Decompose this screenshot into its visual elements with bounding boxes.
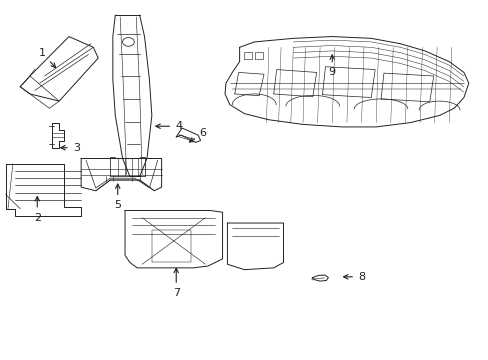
- Text: 1: 1: [39, 48, 56, 68]
- Text: 2: 2: [34, 197, 41, 222]
- Text: 3: 3: [61, 143, 80, 153]
- Text: 8: 8: [343, 272, 365, 282]
- Text: 9: 9: [328, 55, 335, 77]
- Text: 7: 7: [172, 268, 180, 298]
- Text: 5: 5: [114, 184, 121, 210]
- Text: 6: 6: [189, 129, 206, 142]
- Text: 4: 4: [156, 121, 182, 131]
